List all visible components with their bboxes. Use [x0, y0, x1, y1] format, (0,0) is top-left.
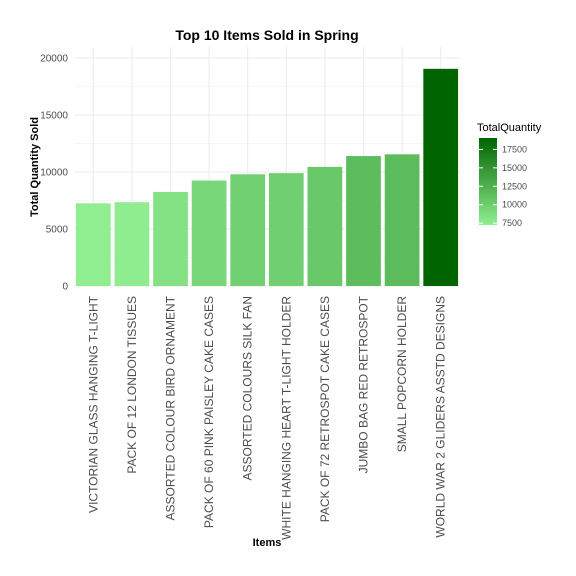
bar — [230, 174, 266, 286]
legend-tick-label: 10000 — [502, 200, 527, 210]
x-tick-label: SMALL POPCORN HOLDER — [395, 296, 409, 453]
bar — [423, 68, 459, 286]
y-axis-title: Total Quantity Sold — [29, 117, 41, 217]
bar — [114, 202, 150, 286]
x-axis-title: Items — [253, 537, 282, 549]
x-tick-label: ASSORTED COLOUR BIRD ORNAMENT — [164, 295, 178, 520]
bar — [75, 203, 111, 286]
y-tick-label: 10000 — [40, 168, 68, 179]
legend-ticks: 7500 10000 12500 15000 17500 — [479, 144, 527, 228]
legend-colorbar — [479, 138, 497, 225]
y-tick-label: 0 — [62, 282, 68, 293]
x-tick-label: ASSORTED COLOURS SILK FAN — [241, 296, 255, 481]
legend-tick-label: 15000 — [502, 163, 527, 173]
x-tick-label: PACK OF 60 PINK PAISLEY CAKE CASES — [202, 296, 216, 528]
legend-tick-label: 12500 — [502, 181, 527, 191]
legend: TotalQuantity 7500 10000 12500 15000 17500 — [477, 122, 542, 228]
y-tick-label: 20000 — [40, 54, 68, 65]
y-tick-label: 5000 — [46, 225, 69, 236]
bar — [153, 191, 188, 286]
x-tick-label: VICTORIAN GLASS HANGING T-LIGHT — [86, 295, 100, 513]
bar — [346, 156, 381, 286]
legend-tick-label: 7500 — [502, 218, 522, 228]
y-axis-ticks: 0 5000 10000 15000 20000 — [40, 54, 68, 293]
x-tick-label: PACK OF 12 LONDON TISSUES — [125, 296, 139, 474]
legend-title: TotalQuantity — [477, 122, 542, 134]
bar — [268, 173, 304, 286]
x-axis-ticks: VICTORIAN GLASS HANGING T-LIGHT PACK OF 1… — [86, 295, 447, 539]
bar — [191, 180, 227, 286]
x-tick-label: PACK OF 72 RETROSPOT CAKE CASES — [318, 296, 332, 522]
bars — [75, 68, 459, 286]
legend-tick-label: 17500 — [502, 144, 527, 154]
bar — [307, 166, 343, 286]
x-tick-label: WHITE HANGING HEART T-LIGHT HOLDER — [279, 296, 293, 540]
bar — [384, 154, 420, 286]
y-tick-label: 15000 — [40, 111, 68, 122]
chart-title: Top 10 Items Sold in Spring — [175, 27, 358, 43]
x-tick-label: JUMBO BAG RED RETROSPOT — [357, 295, 371, 473]
x-tick-label: WORLD WAR 2 GLIDERS ASSTD DESIGNS — [434, 296, 448, 538]
